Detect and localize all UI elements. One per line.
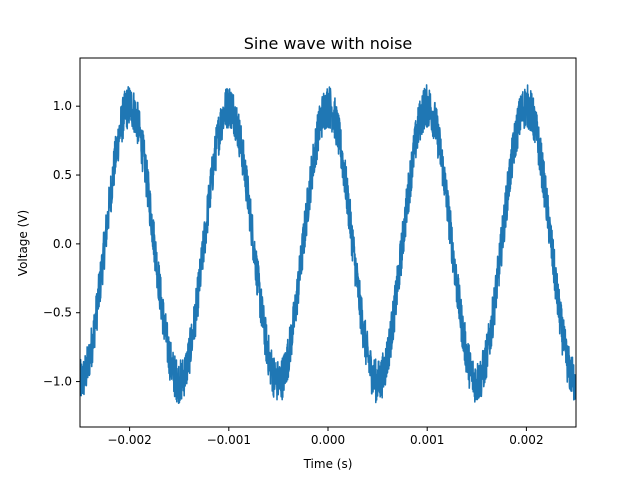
x-tick-label: −0.001 — [207, 433, 251, 447]
x-tick-label: −0.002 — [107, 433, 151, 447]
x-axis-label: Time (s) — [303, 457, 353, 471]
chart-title: Sine wave with noise — [244, 34, 413, 53]
x-axis: −0.002 −0.001 0.000 0.001 0.002 — [107, 427, 544, 447]
y-tick-label: 0.0 — [53, 237, 72, 251]
series-line — [80, 84, 576, 405]
y-tick-label: 1.0 — [53, 99, 72, 113]
x-tick-label: 0.002 — [509, 433, 543, 447]
y-axis: −1.0 −0.5 0.0 0.5 1.0 — [43, 99, 80, 389]
y-axis-label: Voltage (V) — [16, 210, 30, 276]
x-tick-label: 0.000 — [311, 433, 345, 447]
y-tick-label: −0.5 — [43, 306, 72, 320]
y-tick-label: −1.0 — [43, 375, 72, 389]
y-tick-label: 0.5 — [53, 168, 72, 182]
series-layer — [80, 84, 576, 405]
x-tick-label: 0.001 — [410, 433, 444, 447]
